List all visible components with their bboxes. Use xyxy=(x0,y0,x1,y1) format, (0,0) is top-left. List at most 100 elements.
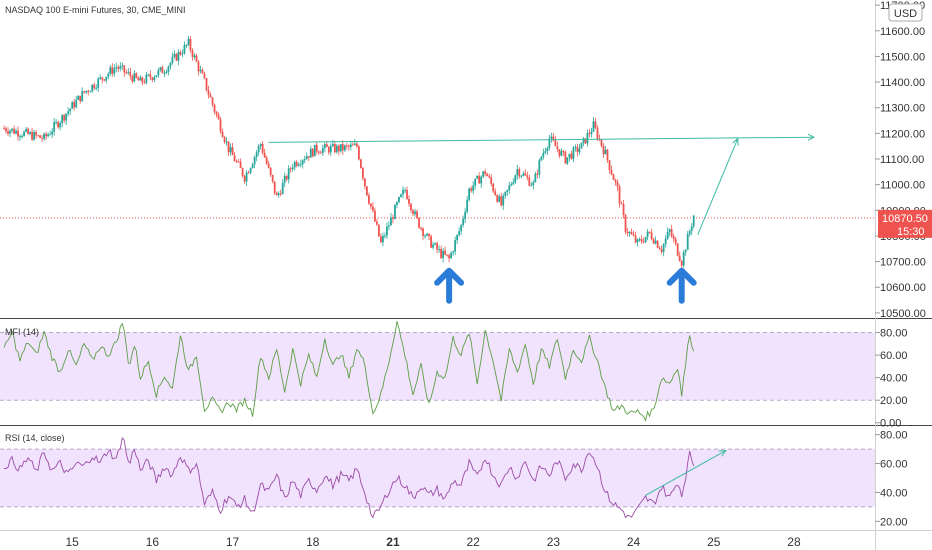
price-label: 10870.50 15:30 xyxy=(878,209,932,238)
osc-tick-label: 20.00 xyxy=(880,516,908,528)
up-arrow-icon[interactable] xyxy=(666,267,697,304)
candle-body xyxy=(574,146,577,148)
candle-body xyxy=(466,199,469,212)
candle-body xyxy=(684,249,687,253)
candle-body xyxy=(279,193,282,195)
candle-body xyxy=(291,167,294,170)
candle-body xyxy=(514,175,517,183)
time-tick-label: 17 xyxy=(226,535,240,549)
candle-body xyxy=(396,202,398,206)
price-label-background xyxy=(878,209,932,238)
candle-body xyxy=(600,139,603,146)
candle-body xyxy=(568,153,571,158)
candle-body xyxy=(546,147,549,152)
candle-body xyxy=(305,156,308,160)
candle-body xyxy=(85,90,88,93)
mfi-title: MFI (14) xyxy=(5,327,39,337)
candle-body xyxy=(47,134,50,137)
candle-body xyxy=(129,71,132,77)
time-axis[interactable]: 15 16 17 18 21 22 23 24 25 28 xyxy=(65,535,800,549)
candle-body xyxy=(578,148,581,152)
projection-line[interactable] xyxy=(697,138,739,235)
candle-body xyxy=(382,235,384,243)
candle-body xyxy=(580,142,583,149)
candle-body xyxy=(556,146,559,150)
candle-body xyxy=(418,217,420,228)
time-tick-label: 22 xyxy=(466,535,480,549)
arrow-annotations[interactable] xyxy=(434,267,697,304)
candle-body xyxy=(83,91,86,93)
candle-body xyxy=(470,188,473,191)
candle-body xyxy=(219,119,222,132)
candle-body xyxy=(67,111,70,114)
trendlines[interactable] xyxy=(268,133,816,235)
time-tick-label: 16 xyxy=(146,535,160,549)
candle-body xyxy=(63,115,66,121)
rsi-divergence-line[interactable] xyxy=(645,450,727,496)
candle-body xyxy=(668,229,671,232)
candle-body xyxy=(43,133,45,139)
candle-body xyxy=(586,133,589,144)
candle-body xyxy=(153,77,156,80)
candle-body xyxy=(662,244,665,252)
candle-body xyxy=(115,67,118,69)
candle-body xyxy=(562,151,565,153)
candle-body xyxy=(640,239,643,242)
candle-body xyxy=(259,143,262,147)
currency-badge[interactable] xyxy=(888,3,923,22)
candle-body xyxy=(604,149,607,155)
candle-body xyxy=(321,148,324,153)
price-panel[interactable] xyxy=(0,0,875,318)
candle-body xyxy=(75,99,78,108)
candle-body xyxy=(125,72,128,74)
candle-body xyxy=(19,136,21,138)
candle-body xyxy=(622,204,625,215)
candle-body xyxy=(648,231,651,233)
mfi-line xyxy=(3,321,695,422)
candle-body xyxy=(329,146,332,153)
candle-body xyxy=(81,91,84,102)
candle-body xyxy=(339,144,342,152)
candle-body xyxy=(488,176,491,178)
candle-body xyxy=(426,233,428,236)
candle-body xyxy=(442,250,444,259)
candle-body xyxy=(652,239,655,244)
price-tick-label: 11100.00 xyxy=(880,154,924,166)
candle-body xyxy=(552,136,555,141)
up-arrow-icon[interactable] xyxy=(434,267,465,304)
candle-body xyxy=(193,55,196,58)
candle-body xyxy=(113,68,116,74)
candle-body xyxy=(402,190,404,195)
time-tick-label: 28 xyxy=(787,535,801,549)
candle-body xyxy=(428,233,430,237)
candle-body xyxy=(137,77,140,81)
candle-body xyxy=(366,186,368,196)
price-axis[interactable]: 11700.0011600.0011500.0011400.0011300.00… xyxy=(875,0,926,528)
candle-body xyxy=(343,145,346,151)
neckline-trendline[interactable] xyxy=(268,136,815,143)
price-tick-label: 11200.00 xyxy=(880,128,925,140)
candle-body xyxy=(644,236,647,243)
candle-body xyxy=(634,235,637,243)
candle-body xyxy=(594,121,597,128)
candle-body xyxy=(327,147,330,153)
candle-body xyxy=(61,115,64,123)
candle-body xyxy=(536,173,539,175)
candle-body xyxy=(398,197,400,203)
candle-body xyxy=(462,218,465,225)
candle-body xyxy=(99,77,102,79)
candle-body xyxy=(105,76,108,81)
candle-body xyxy=(370,203,372,207)
candle-body xyxy=(209,94,212,98)
candle-body xyxy=(422,228,424,236)
candle-body xyxy=(628,232,631,234)
rsi-line xyxy=(3,436,695,519)
candle-body xyxy=(508,185,511,190)
time-tick-label: 25 xyxy=(707,535,721,549)
candle-body xyxy=(368,195,370,204)
projection-arrowhead xyxy=(732,137,739,146)
candle-body xyxy=(189,38,192,51)
candle-body xyxy=(281,182,284,195)
price-tick-label: 10600.00 xyxy=(880,282,926,294)
